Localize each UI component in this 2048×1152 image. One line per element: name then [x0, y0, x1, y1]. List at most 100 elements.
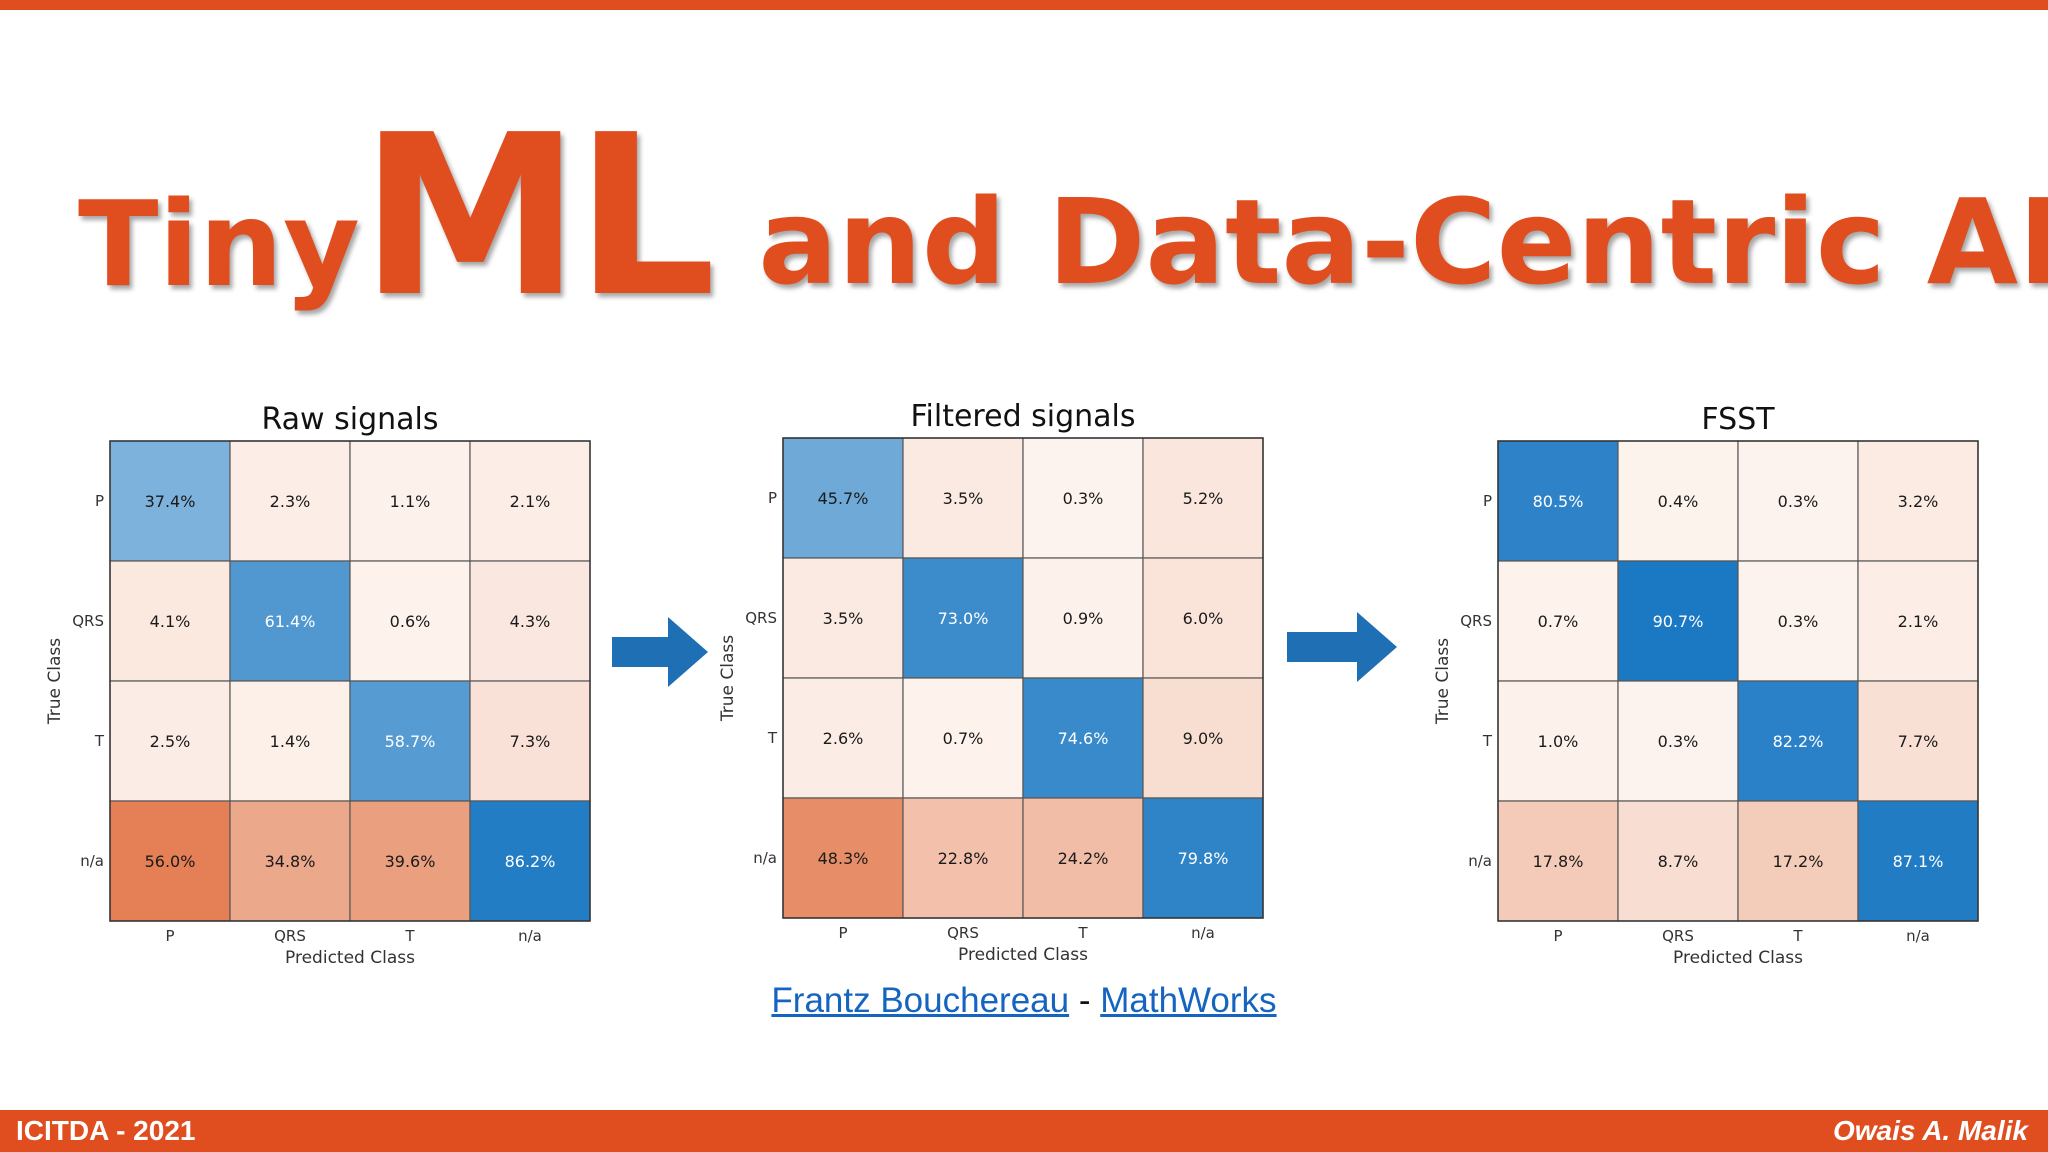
chart-title: Raw signals: [261, 402, 438, 437]
cell-label: 34.8%: [265, 852, 316, 871]
chart-title: Filtered signals: [910, 399, 1135, 434]
cell-label: 7.3%: [510, 732, 551, 751]
matrix-cell: [1857, 800, 1979, 922]
cell-label: 3.5%: [943, 489, 984, 508]
cell-label: 58.7%: [385, 732, 436, 751]
top-accent-bar: [0, 0, 2048, 10]
x-axis-label: Predicted Class: [1673, 948, 1803, 968]
matrix-cell: [1617, 440, 1739, 562]
x-tick-label: T: [1077, 924, 1088, 942]
cell-label: 61.4%: [265, 612, 316, 631]
confusion-matrix-raw: Raw signals 37.4% 2.3% 1.1% 2.1% 4.1% 61.4% 0.6…: [45, 402, 591, 968]
cell-label: 74.6%: [1058, 729, 1109, 748]
cell-label: 79.8%: [1178, 849, 1229, 868]
x-axis-label: Predicted Class: [285, 948, 415, 968]
matrix-cell: [469, 680, 591, 802]
title-ml: ML: [359, 88, 716, 346]
x-tick-label: QRS: [1662, 927, 1694, 945]
cell-label: 48.3%: [818, 849, 869, 868]
cell-label: 7.7%: [1898, 732, 1939, 751]
cell-label: 1.0%: [1538, 732, 1579, 751]
matrix-cell: [1617, 560, 1739, 682]
y-tick-label: QRS: [1460, 612, 1492, 630]
confusion-matrix-filtered: Filtered signals 45.7% 3.5% 0.3% 5.2% 3.5% 73.…: [718, 399, 1264, 965]
matrix-cell: [782, 557, 904, 679]
cell-label: 2.6%: [823, 729, 864, 748]
cell-label: 0.4%: [1658, 492, 1699, 511]
matrix-cell: [1617, 680, 1739, 802]
matrix-cell: [1497, 680, 1619, 802]
cell-label: 8.7%: [1658, 852, 1699, 871]
y-tick-label: P: [768, 489, 777, 507]
cell-label: 1.1%: [390, 492, 431, 511]
matrix-cell: [1857, 680, 1979, 802]
y-tick-label: n/a: [80, 852, 104, 870]
x-tick-label: n/a: [1906, 927, 1930, 945]
matrix-cell: [902, 437, 1024, 559]
cell-label: 37.4%: [145, 492, 196, 511]
cell-label: 24.2%: [1058, 849, 1109, 868]
cell-label: 0.3%: [1063, 489, 1104, 508]
matrix-cell: [1142, 557, 1264, 679]
x-tick-label: n/a: [1191, 924, 1215, 942]
matrix-cell: [1022, 797, 1144, 919]
cell-label: 82.2%: [1773, 732, 1824, 751]
matrix-frame: [782, 437, 1264, 919]
cell-label: 4.3%: [510, 612, 551, 631]
right-arrow-icon: [1287, 612, 1397, 682]
cell-label: 0.6%: [390, 612, 431, 631]
mathworks-link[interactable]: MathWorks: [1100, 981, 1277, 1020]
cell-label: 0.3%: [1778, 612, 1819, 631]
cell-label: 22.8%: [938, 849, 989, 868]
y-tick-label: n/a: [1468, 852, 1492, 870]
matrix-cell: [1737, 680, 1859, 802]
matrix-frame: [109, 440, 591, 922]
matrix-cell: [229, 440, 351, 562]
credit-separator: -: [1078, 981, 1091, 1020]
author-link[interactable]: Frantz Bouchereau: [771, 981, 1070, 1020]
matrix-cell: [349, 800, 471, 922]
y-tick-label: T: [1482, 732, 1493, 750]
x-tick-label: P: [165, 927, 174, 945]
y-tick-label: T: [767, 729, 778, 747]
y-tick-label: T: [94, 732, 105, 750]
x-tick-label: QRS: [947, 924, 979, 942]
footer-author: Owais A. Malik: [1832, 1115, 2028, 1146]
right-arrow-icon: [612, 617, 708, 687]
matrix-cell: [902, 797, 1024, 919]
title-tiny: Tiny: [78, 175, 360, 313]
x-tick-label: QRS: [274, 927, 306, 945]
cell-label: 87.1%: [1893, 852, 1944, 871]
title-rest: and Data-Centric AI: [758, 173, 2048, 311]
y-tick-label: QRS: [745, 609, 777, 627]
matrix-cell: [1142, 797, 1264, 919]
x-tick-label: P: [838, 924, 847, 942]
cell-label: 3.5%: [823, 609, 864, 628]
matrix-cell: [1142, 677, 1264, 799]
cell-label: 2.1%: [1898, 612, 1939, 631]
y-axis-label: True Class: [45, 638, 65, 725]
matrix-cell: [1022, 677, 1144, 799]
y-tick-label: QRS: [72, 612, 104, 630]
cell-label: 9.0%: [1183, 729, 1224, 748]
matrix-frame: [1497, 440, 1979, 922]
x-tick-label: n/a: [518, 927, 542, 945]
matrix-cell: [229, 680, 351, 802]
cell-label: 2.1%: [510, 492, 551, 511]
confusion-matrix-fsst: FSST 80.5% 0.4% 0.3% 3.2% 0.7% 90.7% 0.3% 2.1% 1.…: [1433, 402, 1979, 968]
matrix-cell: [469, 560, 591, 682]
x-axis-label: Predicted Class: [958, 945, 1088, 965]
cell-label: 0.7%: [1538, 612, 1579, 631]
matrix-cell: [109, 560, 231, 682]
matrix-cell: [1737, 800, 1859, 922]
y-tick-label: P: [95, 492, 104, 510]
matrix-cell: [1737, 440, 1859, 562]
y-axis-label: True Class: [718, 635, 738, 722]
cell-label: 0.9%: [1063, 609, 1104, 628]
chart-title: FSST: [1701, 402, 1775, 437]
footer-bar: ICITDA - 2021 Owais A. Malik: [0, 1110, 2048, 1152]
matrix-cell: [469, 800, 591, 922]
cell-label: 0.7%: [943, 729, 984, 748]
y-tick-label: n/a: [753, 849, 777, 867]
matrix-cell: [1497, 440, 1619, 562]
